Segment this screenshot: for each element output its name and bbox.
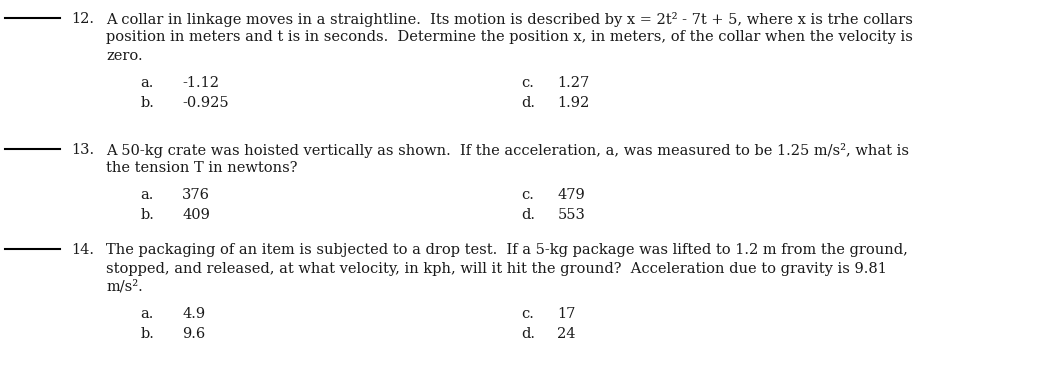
Text: 409: 409 [182,208,210,222]
Text: 9.6: 9.6 [182,326,205,340]
Text: a.: a. [141,307,154,320]
Text: 12.: 12. [71,12,94,26]
Text: 17: 17 [557,307,576,320]
Text: the tension T in newtons?: the tension T in newtons? [106,161,298,176]
Text: 1.92: 1.92 [557,95,590,109]
Text: The packaging of an item is subjected to a drop test.  If a 5-kg package was lif: The packaging of an item is subjected to… [106,243,909,257]
Text: c.: c. [521,307,534,320]
Text: 24: 24 [557,326,576,340]
Text: m/s².: m/s². [106,280,143,294]
Text: d.: d. [521,326,535,340]
Text: -0.925: -0.925 [182,95,229,109]
Text: 479: 479 [557,188,586,202]
Text: c.: c. [521,75,534,89]
Text: 14.: 14. [71,243,94,257]
Text: c.: c. [521,188,534,202]
Text: 1.27: 1.27 [557,75,590,89]
Text: -1.12: -1.12 [182,75,220,89]
Text: A collar in linkage moves in a straightline.  Its motion is described by x = 2t²: A collar in linkage moves in a straightl… [106,12,913,27]
Text: A 50-kg crate was hoisted vertically as shown.  If the acceleration, a, was meas: A 50-kg crate was hoisted vertically as … [106,143,910,158]
Text: b.: b. [141,208,154,222]
Text: b.: b. [141,95,154,109]
Text: d.: d. [521,208,535,222]
Text: d.: d. [521,95,535,109]
Text: 376: 376 [182,188,210,202]
Text: b.: b. [141,326,154,340]
Text: 553: 553 [557,208,586,222]
Text: 13.: 13. [71,143,94,157]
Text: stopped, and released, at what velocity, in kph, will it hit the ground?  Accele: stopped, and released, at what velocity,… [106,262,887,276]
Text: 4.9: 4.9 [182,307,205,320]
Text: a.: a. [141,188,154,202]
Text: position in meters and t is in seconds.  Determine the position x, in meters, of: position in meters and t is in seconds. … [106,31,913,44]
Text: a.: a. [141,75,154,89]
Text: zero.: zero. [106,49,143,63]
